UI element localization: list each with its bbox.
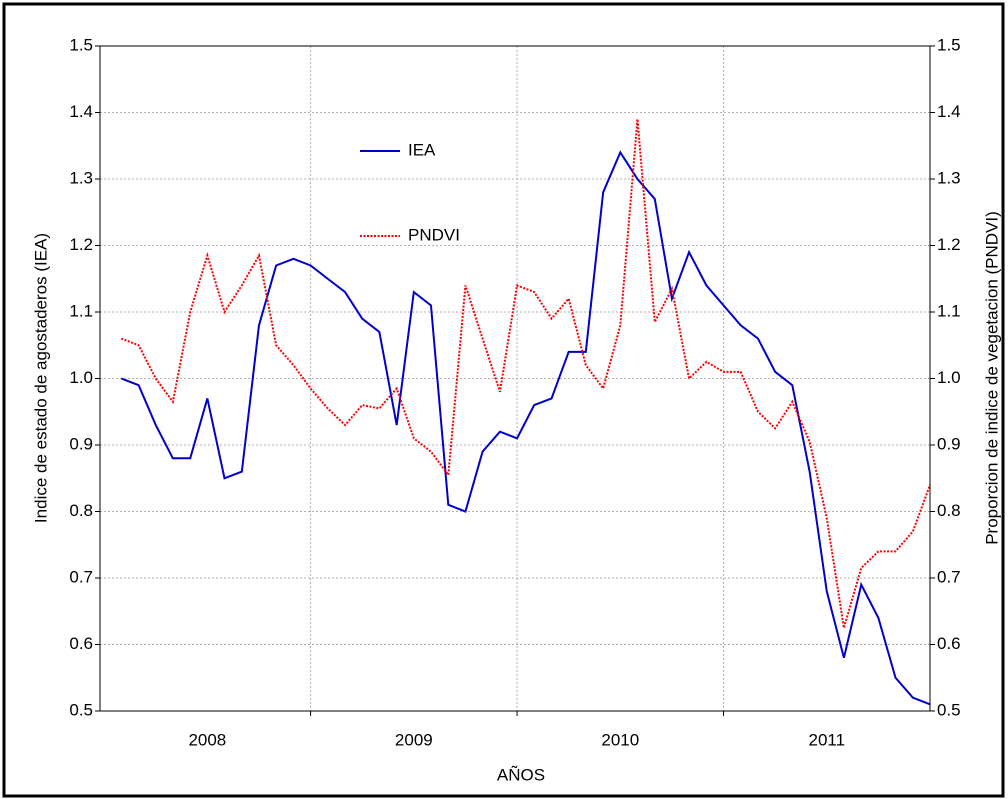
y2-tick-label: 0.7 xyxy=(937,567,961,586)
x-tick-label: 2009 xyxy=(395,730,433,749)
y-tick-label: 1.0 xyxy=(69,368,93,387)
y-tick-label: 1.3 xyxy=(69,168,93,187)
y-tick-label: 0.8 xyxy=(69,501,93,520)
line-series xyxy=(120,119,931,629)
line-series xyxy=(120,150,931,706)
x-tick-label: 2011 xyxy=(808,730,845,749)
y-tick-label: 0.9 xyxy=(69,434,93,453)
x-tick-label: 2008 xyxy=(188,730,226,749)
y2-tick-label: 1.0 xyxy=(937,368,961,387)
y-tick-label: 1.5 xyxy=(69,35,93,54)
y-tick-label: 0.7 xyxy=(69,567,93,586)
y-axis-label: Indice de estado de agostaderos (IEA) xyxy=(31,233,50,523)
y2-tick-label: 1.3 xyxy=(937,168,961,187)
y2-tick-label: 0.8 xyxy=(937,501,961,520)
y2-tick-label: 1.5 xyxy=(937,35,961,54)
y2-tick-label: 0.5 xyxy=(937,700,961,719)
plot-border xyxy=(99,45,931,712)
x-axis-label: AÑOS xyxy=(497,765,545,784)
y-tick-label: 0.5 xyxy=(69,700,93,719)
x-tick-label: 2010 xyxy=(601,730,639,749)
y-tick-label: 1.1 xyxy=(69,301,93,320)
y2-axis-label: Proporcion de indice de vegetacion (PNDV… xyxy=(982,211,1001,545)
y2-tick-label: 0.6 xyxy=(937,634,961,653)
legend-label: IEA xyxy=(408,140,436,159)
y2-tick-label: 0.9 xyxy=(937,434,961,453)
y-tick-label: 0.6 xyxy=(69,634,93,653)
legend-label: PNDVI xyxy=(408,225,460,244)
y2-tick-label: 1.4 xyxy=(937,102,961,121)
y2-tick-label: 1.2 xyxy=(937,235,961,254)
y-tick-label: 1.2 xyxy=(69,235,93,254)
y2-tick-label: 1.1 xyxy=(937,301,961,320)
y-tick-label: 1.4 xyxy=(69,102,93,121)
